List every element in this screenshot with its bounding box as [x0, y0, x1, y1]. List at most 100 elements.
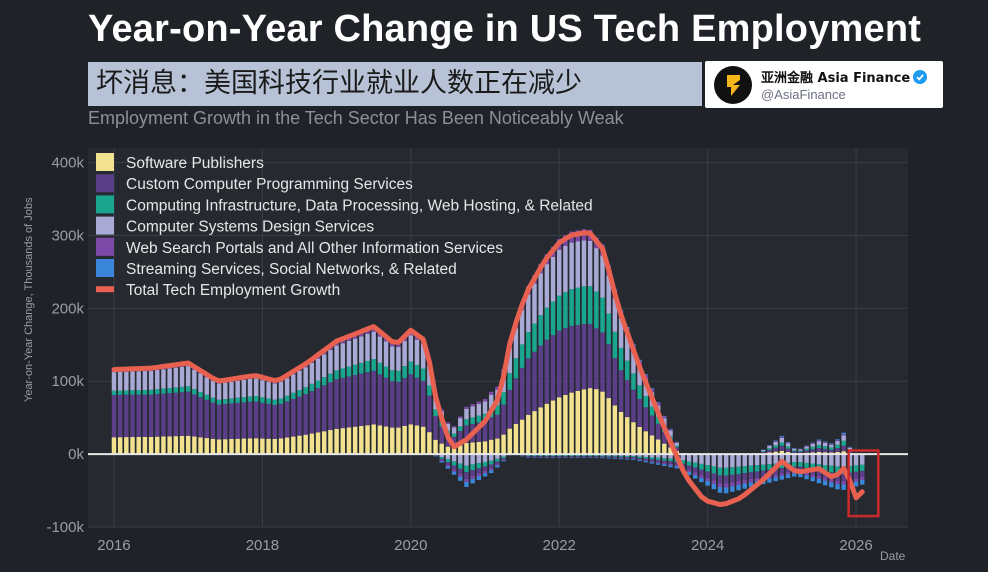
bar-systems-design	[161, 369, 166, 389]
bar-infrastructure	[433, 409, 438, 417]
bar-streaming	[816, 439, 822, 441]
bar-systems-design	[445, 423, 451, 431]
bar-systems-design	[723, 454, 729, 468]
bar-systems-design	[563, 245, 568, 293]
bar-web-search	[785, 442, 791, 444]
bar-streaming	[829, 482, 834, 488]
bar-infrastructure	[272, 399, 277, 405]
bar-infrastructure	[173, 387, 179, 393]
bar-custom-programming	[482, 421, 488, 442]
bar-streaming	[804, 475, 809, 480]
bar-web-search	[773, 474, 778, 478]
bar-web-search	[662, 463, 667, 465]
bar-custom-programming	[649, 459, 655, 462]
bar-web-search	[822, 442, 828, 443]
source-badge[interactable]: 亚洲金融 Asia Finance @AsiaFinance	[705, 61, 943, 108]
bar-software	[167, 436, 172, 455]
bar-infrastructure	[643, 396, 649, 408]
bar-custom-programming	[377, 374, 383, 426]
bar-streaming	[526, 457, 531, 458]
bar-systems-design	[167, 368, 172, 389]
bar-systems-design	[810, 443, 815, 447]
bar-web-search	[822, 477, 828, 481]
bar-infrastructure	[631, 373, 636, 390]
bar-infrastructure	[451, 433, 457, 437]
bar-custom-programming	[340, 377, 346, 429]
bar-custom-programming	[631, 457, 636, 459]
bar-infrastructure	[303, 387, 308, 395]
bar-streaming	[705, 480, 710, 486]
bar-systems-design	[346, 340, 352, 367]
bar-streaming	[717, 486, 723, 493]
bar-custom-programming	[556, 330, 562, 398]
bar-custom-programming	[668, 461, 673, 464]
bar-systems-design	[297, 370, 302, 390]
bar-streaming	[699, 477, 704, 483]
bar-streaming	[730, 486, 735, 492]
bar-infrastructure	[693, 462, 698, 468]
bar-infrastructure	[451, 461, 457, 466]
bar-infrastructure	[655, 416, 661, 424]
bar-streaming	[488, 470, 494, 474]
bar-streaming	[810, 477, 815, 482]
bar-web-search	[835, 440, 840, 442]
bar-web-search	[643, 460, 649, 462]
bar-custom-programming	[785, 467, 791, 473]
bar-custom-programming	[204, 399, 209, 439]
legend-label: Web Search Portals and All Other Informa…	[126, 240, 503, 257]
bar-streaming	[563, 457, 568, 458]
bar-software	[569, 392, 574, 455]
y-tick-label: 300k	[51, 227, 84, 244]
bar-systems-design	[408, 335, 414, 362]
bar-custom-programming	[161, 393, 166, 437]
highlight-box	[847, 449, 880, 518]
bar-custom-programming	[853, 471, 859, 479]
bar-software	[550, 400, 556, 455]
bar-custom-programming	[748, 472, 754, 479]
y-tick-label: 400k	[51, 155, 84, 172]
bar-software	[816, 451, 822, 455]
bar-web-search	[631, 458, 636, 460]
bar-streaming	[785, 474, 791, 479]
bar-systems-design	[328, 349, 333, 374]
bar-infrastructure	[377, 362, 383, 375]
bar-web-search	[748, 478, 754, 483]
bar-software	[390, 427, 395, 455]
bar-streaming	[767, 478, 772, 483]
page-title: Year-on-Year Change in US Tech Employmen…	[88, 8, 922, 50]
total-growth-line	[111, 230, 865, 507]
bar-systems-design	[513, 328, 519, 359]
bar-systems-design	[742, 454, 747, 467]
bar-custom-programming	[303, 394, 308, 435]
bar-infrastructure	[581, 286, 587, 325]
bar-systems-design	[853, 454, 859, 466]
bar-streaming	[779, 475, 785, 480]
bar-streaming	[662, 415, 667, 417]
bar-web-search	[810, 443, 815, 444]
bar-systems-design	[767, 454, 772, 465]
bar-web-search	[779, 436, 785, 438]
bar-infrastructure	[643, 457, 649, 459]
bar-web-search	[458, 416, 463, 419]
bar-infrastructure	[804, 448, 809, 451]
bar-infrastructure	[198, 391, 203, 398]
bar-infrastructure	[711, 466, 717, 474]
bar-systems-design	[495, 454, 500, 459]
bar-web-search	[464, 406, 469, 409]
bar-custom-programming	[637, 457, 642, 460]
y-tick-label: 200k	[51, 300, 84, 317]
bar-streaming	[773, 477, 778, 482]
bar-infrastructure	[556, 455, 562, 457]
bar-systems-design	[482, 454, 488, 462]
bar-streaming	[482, 473, 488, 477]
bar-systems-design	[829, 444, 834, 448]
bar-systems-design	[637, 365, 642, 386]
bar-software	[235, 438, 240, 455]
bar-software	[210, 438, 216, 455]
bar-custom-programming	[402, 378, 407, 426]
bar-software	[594, 389, 599, 455]
bar-software	[241, 438, 247, 455]
bar-software	[322, 431, 327, 455]
x-tick-label: 2016	[97, 537, 130, 554]
bar-infrastructure	[322, 377, 327, 386]
